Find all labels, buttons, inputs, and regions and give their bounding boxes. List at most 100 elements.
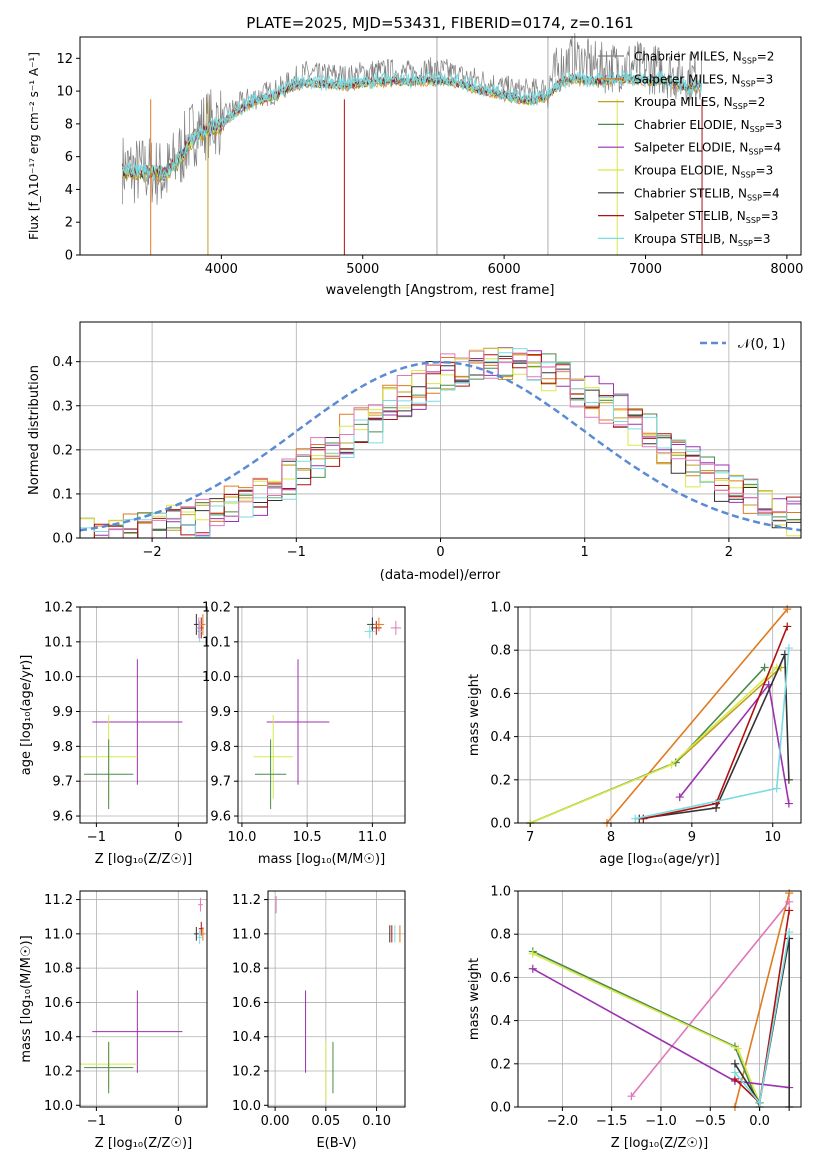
weight-marker (528, 964, 537, 973)
plot-area (275, 896, 401, 1101)
x-tick-label: 1 (581, 545, 589, 560)
weight-line (532, 952, 761, 1103)
spectrum-title: PLATE=2025, MJD=53431, FIBERID=0174, z=0… (246, 14, 633, 32)
x-tick-label: −0.5 (694, 1114, 726, 1129)
weight-marker (733, 1044, 742, 1053)
normal-legend-label: 𝒩(0, 1) (738, 337, 785, 352)
x-tick-label: 7 (526, 830, 534, 845)
legend-text: Chabrier MILES, N (634, 50, 742, 64)
z-weight-panel: −2.0 −1.5 −1.0 −0.5 0.0 0.0 0.2 0.4 0.6 0.8 1.0 Z [… (467, 885, 802, 1151)
weight-marker (785, 897, 794, 906)
legend-subscript: SSP (746, 216, 761, 225)
x-tick-label: 0.00 (261, 1114, 290, 1129)
y-axis-label: age [log₁₀(age/yr)] (19, 655, 34, 776)
y-tick-label: 11.0 (44, 927, 73, 942)
spectrum-panel: PLATE=2025, MJD=53431, FIBERID=0174, z=0… (27, 14, 803, 298)
z-age-panel: −1 0 9.6 9.7 9.8 9.9 10.0 10.1 10.2 Z [log₁₀(Z/Z☉… (19, 601, 208, 867)
y-tick-label: 0.2 (490, 773, 511, 788)
legend-label: Kroupa STELIB, NSSP=3 (634, 232, 771, 248)
x-tick-label: −1 (87, 1114, 106, 1129)
weight-marker (785, 889, 794, 898)
y-tick-label: 9.9 (52, 705, 73, 720)
grid (80, 891, 207, 1107)
x-tick-label: 0 (174, 1114, 182, 1129)
y-tick-label: 10.4 (44, 1030, 73, 1045)
plot-area (526, 605, 793, 827)
y-tick-label: 10.0 (44, 670, 73, 685)
y-tick-label: 11.0 (232, 927, 261, 942)
y-tick-label: 4 (65, 183, 73, 198)
x-tick-label: 11.0 (358, 830, 387, 845)
weight-line (734, 893, 790, 1108)
legend-label: Chabrier STELIB, NSSP=4 (634, 186, 780, 202)
legend-label: Kroupa MILES, NSSP=2 (634, 95, 765, 111)
y-tick-label: 10.8 (44, 962, 73, 977)
axes-frame (79, 606, 208, 824)
x-tick-label: 5000 (346, 262, 379, 277)
y-tick-label: 0.2 (490, 1057, 511, 1072)
legend-text: Chabrier STELIB, N (634, 186, 747, 200)
legend-label: Chabrier MILES, NSSP=2 (634, 50, 774, 66)
legend-text: =3 (753, 232, 771, 246)
y-tick-label: 10.2 (232, 1065, 261, 1080)
x-tick-label: 10.5 (293, 830, 322, 845)
x-tick-label: 7000 (629, 262, 662, 277)
legend-text: =3 (765, 118, 783, 132)
y-tick-label: 0.3 (52, 399, 73, 414)
y-tick-label: 1.0 (490, 885, 511, 900)
residual-legend: 𝒩(0, 1) (700, 337, 785, 352)
residual-xlabel: (data-model)/error (380, 568, 501, 583)
y-tick-label: 9.7 (52, 775, 73, 790)
legend-subscript: SSP (748, 148, 763, 157)
mass-age-panel: 10.0 10.5 11.0 9.6 9.7 9.8 9.9 10.0 10.1 10.2 mass… (202, 601, 406, 867)
y-tick-label: 0.8 (490, 928, 511, 943)
kroupa-stelib-line (121, 69, 703, 182)
legend-text: Chabrier ELODIE, N (634, 118, 750, 132)
y-tick-label: 10.0 (202, 670, 231, 685)
weight-marker (784, 775, 793, 784)
legend-text: Salpeter ELODIE, N (634, 141, 748, 155)
legend-text: =3 (756, 72, 774, 86)
y-tick-label: 6 (65, 150, 73, 165)
normal-curve (79, 360, 802, 532)
y-axis-label: mass weight (467, 674, 482, 756)
residual-histogram (80, 354, 801, 539)
ebv-mass-panel: 0.00 0.05 0.10 10.0 10.2 10.4 10.6 10.8 11.0 11.2… (232, 890, 406, 1151)
x-tick-label: 0.10 (362, 1114, 391, 1129)
x-tick-label: −1 (87, 830, 106, 845)
age-weight-panel: 7 8 9 10 0.0 0.2 0.4 0.6 0.8 1.0 age [log₁₀(age/yr… (467, 601, 802, 867)
y-axis-label: mass weight (467, 958, 482, 1040)
legend-label: Kroupa ELODIE, NSSP=3 (634, 164, 773, 180)
x-tick-label: 10 (764, 830, 781, 845)
weight-marker (760, 663, 769, 672)
weight-marker (730, 1059, 739, 1068)
y-tick-label: 11.2 (44, 893, 73, 908)
axes-frame (517, 890, 802, 1108)
y-tick-label: 9.8 (52, 740, 73, 755)
z-mass-panel: −1 0 10.0 10.2 10.4 10.6 10.8 11.0 11.2 Z [log₁₀(… (19, 890, 208, 1151)
legend-subscript: SSP (742, 57, 757, 66)
y-tick-label: 10.8 (232, 962, 261, 977)
y-tick-label: 9.8 (210, 740, 231, 755)
grid (238, 606, 405, 823)
weight-marker (755, 1098, 764, 1107)
y-tick-label: 9.7 (210, 775, 231, 790)
y-tick-label: 0.4 (52, 355, 73, 370)
x-tick-label: 8 (607, 830, 615, 845)
legend-text: Kroupa STELIB, N (634, 232, 738, 246)
weight-marker (780, 650, 789, 659)
y-tick-label: 0.4 (490, 1014, 511, 1029)
y-tick-label: 0.4 (490, 730, 511, 745)
weight-line (630, 901, 790, 1097)
legend-label: Salpeter STELIB, NSSP=3 (634, 209, 778, 225)
legend-text: =4 (762, 186, 780, 200)
x-axis-label: age [log₁₀(age/yr)] (599, 852, 720, 867)
y-tick-label: 0.6 (490, 971, 511, 986)
axes-frame (79, 890, 208, 1108)
residual-histogram (80, 347, 801, 539)
y-tick-label: 10.0 (44, 1099, 73, 1114)
legend-subscript: SSP (750, 125, 765, 134)
x-tick-label: 0.05 (311, 1114, 340, 1129)
